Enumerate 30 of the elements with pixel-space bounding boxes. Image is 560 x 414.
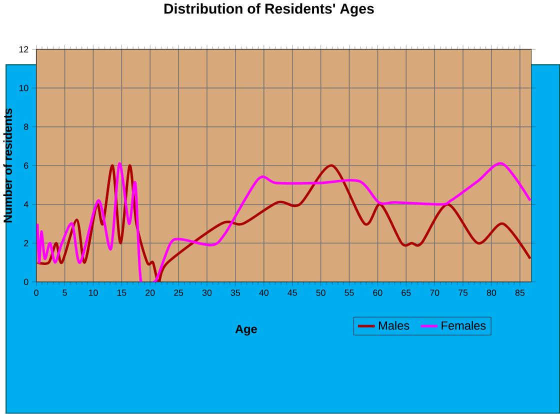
x-tick-label: 50 — [316, 290, 326, 296]
y-tick-label: 12 — [19, 46, 28, 52]
x-tick-label: 10 — [88, 290, 98, 296]
chart-title: Distribution of Residents' Ages — [164, 3, 374, 17]
x-tick-label: 30 — [202, 290, 212, 296]
x-tick-label: 5 — [62, 290, 67, 296]
x-tick-label: 70 — [430, 290, 440, 296]
x-tick-label: 85 — [515, 290, 525, 296]
x-tick-label: 55 — [344, 290, 354, 296]
y-tick-label: 2 — [24, 240, 28, 246]
y-tick-label: 4 — [24, 201, 28, 208]
legend-label: Females — [442, 321, 486, 330]
x-tick-label: 40 — [259, 290, 269, 296]
x-tick-label: 25 — [174, 290, 184, 296]
x-tick-label: 20 — [146, 290, 155, 296]
x-tick-label: 75 — [458, 290, 468, 296]
x-tick-label: 45 — [288, 290, 297, 296]
y-tick-label: 0 — [24, 278, 28, 286]
legend-label: Males — [379, 321, 410, 330]
x-tick-label: 60 — [373, 290, 382, 296]
x-axis-title: Age — [235, 325, 257, 336]
y-axis-title: Number of residents — [3, 108, 12, 222]
x-tick-label: 35 — [230, 290, 240, 296]
y-tick-label: 6 — [24, 162, 28, 169]
x-tick-label: 15 — [117, 290, 126, 296]
y-tick-label: 8 — [24, 124, 28, 130]
x-tick-label: 0 — [34, 290, 38, 296]
x-tick-label: 65 — [402, 290, 411, 296]
x-tick-label: 80 — [486, 290, 496, 296]
y-tick-label: 10 — [19, 85, 28, 92]
